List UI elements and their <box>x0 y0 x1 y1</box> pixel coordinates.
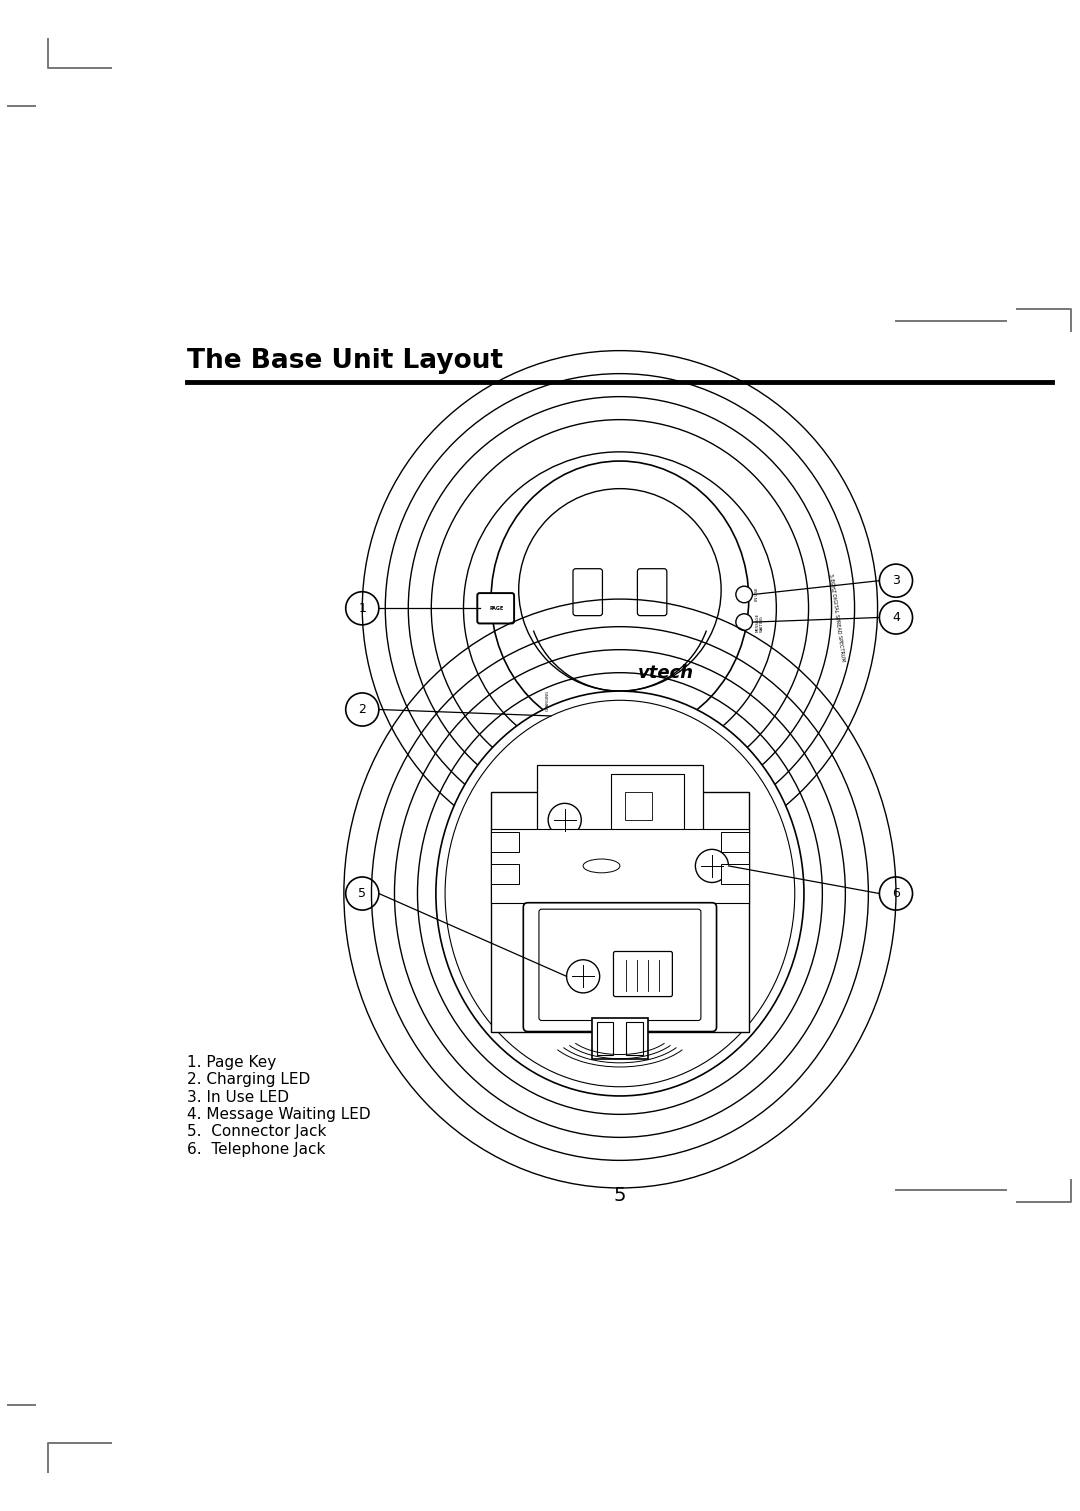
Ellipse shape <box>518 488 721 691</box>
Ellipse shape <box>436 691 804 1095</box>
Ellipse shape <box>583 860 620 873</box>
Text: 1. Page Key: 1. Page Key <box>188 1055 276 1070</box>
Text: 5.8GHZ DIGITAL SPREAD SPECTRUM: 5.8GHZ DIGITAL SPREAD SPECTRUM <box>827 573 845 662</box>
FancyBboxPatch shape <box>477 594 514 624</box>
Text: MESSAGE
WAITING: MESSAGE WAITING <box>755 612 764 632</box>
Circle shape <box>735 586 753 603</box>
FancyBboxPatch shape <box>573 568 603 615</box>
Bar <box>597 1023 613 1055</box>
Text: 6.  Telephone Jack: 6. Telephone Jack <box>188 1142 326 1157</box>
FancyBboxPatch shape <box>524 902 716 1032</box>
Ellipse shape <box>491 461 748 737</box>
Bar <box>491 792 748 1032</box>
Circle shape <box>567 959 599 993</box>
Text: 2. Charging LED: 2. Charging LED <box>188 1071 311 1086</box>
Bar <box>721 864 748 884</box>
Text: 5.  Connector Jack: 5. Connector Jack <box>188 1124 327 1139</box>
Bar <box>610 774 685 839</box>
Text: 4. Message Waiting LED: 4. Message Waiting LED <box>188 1108 372 1123</box>
Text: 5: 5 <box>359 887 366 901</box>
Text: 3: 3 <box>892 574 900 588</box>
Text: 2: 2 <box>359 703 366 716</box>
Bar <box>491 830 748 902</box>
FancyBboxPatch shape <box>613 952 673 997</box>
Text: IN USE: IN USE <box>755 588 759 601</box>
Circle shape <box>696 849 729 882</box>
FancyBboxPatch shape <box>637 568 666 615</box>
Bar <box>626 1023 643 1055</box>
Text: 4: 4 <box>892 610 900 624</box>
Text: 3. In Use LED: 3. In Use LED <box>188 1089 289 1105</box>
Text: 6: 6 <box>892 887 900 901</box>
Text: 1: 1 <box>359 601 366 615</box>
Ellipse shape <box>544 715 567 724</box>
Text: CHARGING: CHARGING <box>546 691 550 712</box>
Bar <box>491 864 518 884</box>
Bar <box>624 792 652 820</box>
Text: The Base Unit Layout: The Base Unit Layout <box>188 348 503 373</box>
Bar <box>592 1018 648 1059</box>
Text: vtech: vtech <box>638 663 694 681</box>
Bar <box>491 833 518 852</box>
Text: 5: 5 <box>613 1186 626 1204</box>
Text: PAGE: PAGE <box>489 606 503 610</box>
Circle shape <box>549 804 581 837</box>
FancyBboxPatch shape <box>537 765 703 857</box>
FancyBboxPatch shape <box>539 910 701 1020</box>
Bar <box>721 833 748 852</box>
Circle shape <box>735 613 753 630</box>
